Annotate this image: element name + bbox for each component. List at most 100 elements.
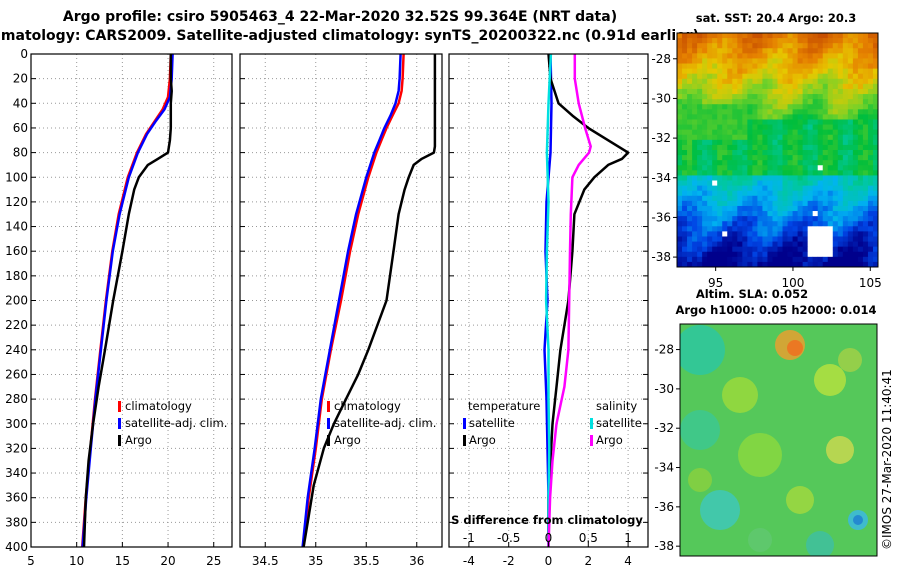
sst-cell xyxy=(862,195,869,202)
sst-cell xyxy=(777,211,783,217)
sst-cell xyxy=(772,251,778,258)
sst-cell xyxy=(817,119,824,125)
sla-blob xyxy=(688,468,712,492)
sst-cell xyxy=(702,114,708,120)
sst-cell xyxy=(742,94,748,100)
sst-cell xyxy=(772,195,778,202)
sst-cell xyxy=(822,211,829,217)
sst-cell xyxy=(737,251,743,258)
sst-cell xyxy=(707,251,713,258)
sst-cell xyxy=(827,150,834,156)
sst-cell xyxy=(782,99,788,105)
sst-cell xyxy=(837,160,844,166)
sst-cell xyxy=(847,58,854,64)
sst-cell xyxy=(837,48,844,54)
sst-cell xyxy=(812,190,819,197)
sst-cell xyxy=(837,155,844,161)
sst-cell xyxy=(772,256,778,263)
sst-cell xyxy=(687,155,693,161)
sst-cell xyxy=(807,104,814,110)
sst-cell xyxy=(722,256,728,263)
sst-cell xyxy=(702,231,708,237)
sst-cell xyxy=(682,241,688,248)
sst-cell xyxy=(842,144,849,151)
sst-cell xyxy=(682,231,688,237)
sst-cell xyxy=(847,236,854,242)
sst-cell xyxy=(822,58,829,64)
sst-cell xyxy=(832,99,839,105)
sst-cell xyxy=(722,246,728,253)
sst-cell xyxy=(742,195,748,202)
sst-cell xyxy=(737,165,743,171)
sst-cell xyxy=(677,246,683,253)
sst-cell xyxy=(852,221,859,227)
sst-cell xyxy=(702,58,708,64)
sst-cell xyxy=(792,246,799,253)
y-tick-label: 180 xyxy=(5,269,28,283)
sst-cell xyxy=(677,63,683,70)
sst-cell xyxy=(712,78,718,85)
sst-cell xyxy=(797,261,804,268)
sst-cell xyxy=(767,246,773,253)
sst-cell xyxy=(742,216,748,222)
sst-cell xyxy=(767,155,773,161)
sst-cell xyxy=(847,43,854,49)
sst-cell xyxy=(837,129,844,136)
sst-cell xyxy=(697,256,703,263)
sst-cell xyxy=(782,78,788,85)
sst-cell xyxy=(757,144,763,151)
sst-cell xyxy=(817,43,824,49)
sst-cell xyxy=(707,33,713,39)
sst-cell xyxy=(752,88,758,95)
sst-cell xyxy=(762,155,768,161)
sst-cell xyxy=(712,144,718,151)
sst-cell xyxy=(847,109,854,115)
sst-cell xyxy=(707,180,713,187)
sst-cell xyxy=(842,200,849,207)
sst-cell xyxy=(677,58,683,64)
sst-cell xyxy=(857,83,864,90)
sst-cell xyxy=(872,180,879,187)
sst-cell xyxy=(757,78,763,85)
sst-cell xyxy=(682,251,688,258)
sst-cell xyxy=(737,236,743,242)
series-salinity-argo xyxy=(547,54,592,548)
sst-cell xyxy=(832,216,839,222)
sst-cell xyxy=(787,195,793,202)
sst-cell xyxy=(722,68,728,75)
sst-cell xyxy=(692,134,698,141)
sst-cell xyxy=(847,68,854,75)
sst-cell xyxy=(837,33,844,39)
sst-cell xyxy=(812,63,819,70)
sst-cell xyxy=(707,216,713,222)
sst-cell xyxy=(837,180,844,187)
sst-cell xyxy=(732,73,738,80)
legend-label-temp-satellite: satellite xyxy=(469,416,515,430)
sst-cell xyxy=(802,241,809,248)
sst-cell xyxy=(737,109,743,115)
sst-cell xyxy=(867,246,874,253)
sst-cell xyxy=(852,73,859,80)
sst-cell xyxy=(812,261,819,268)
sst-cell xyxy=(692,155,698,161)
sst-cell xyxy=(832,68,839,75)
sst-cell xyxy=(717,256,723,263)
sst-cell xyxy=(717,119,723,125)
sst-cell xyxy=(782,251,788,258)
sst-cell xyxy=(737,58,743,64)
sst-cell xyxy=(797,160,804,166)
secondary-tick-label: 1 xyxy=(624,531,632,545)
sst-cell xyxy=(702,109,708,115)
sst-cell xyxy=(797,165,804,171)
sst-cell xyxy=(777,124,783,131)
sst-cell xyxy=(757,251,763,258)
sst-cell xyxy=(842,139,849,146)
sst-cell xyxy=(677,139,683,146)
sst-cell xyxy=(842,124,849,131)
sst-cell xyxy=(827,139,834,146)
legend-label-argo: Argo xyxy=(334,433,361,447)
sst-cell xyxy=(802,48,809,54)
sst-cell xyxy=(722,99,728,105)
sst-cell xyxy=(712,231,718,237)
sst-cell xyxy=(777,53,783,59)
